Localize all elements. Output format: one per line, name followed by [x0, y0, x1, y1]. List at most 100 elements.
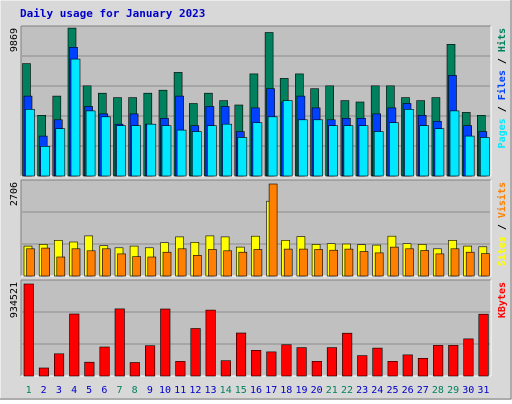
- bar-pages-day-23: [358, 125, 369, 177]
- bar-kbytes-day-6: [99, 346, 110, 377]
- x-tick-label-day-15: 15: [235, 385, 247, 396]
- bar-kbytes-day-9: [145, 345, 156, 377]
- bar-pages-day-9: [146, 123, 157, 177]
- bar-visits-day-23: [359, 251, 369, 277]
- bar-pages-day-30: [464, 135, 475, 177]
- middle-legend-visits: Visits: [496, 182, 508, 218]
- bar-visits-day-28: [435, 253, 445, 277]
- bar-visits-day-25: [390, 246, 399, 277]
- x-tick-label-day-10: 10: [159, 385, 171, 396]
- bottom-y-max-label: 934521: [9, 282, 20, 318]
- bar-visits-day-14: [223, 250, 232, 277]
- bar-pages-day-22: [343, 125, 354, 177]
- bar-pages-day-16: [252, 122, 263, 177]
- x-tick-label-day-6: 6: [101, 385, 107, 396]
- x-tick-label-day-19: 19: [295, 385, 307, 396]
- bar-visits-day-29: [450, 248, 460, 277]
- x-tick-label-day-3: 3: [56, 385, 62, 396]
- top-legend-pages: Pages: [497, 118, 508, 148]
- bar-kbytes-day-12: [190, 328, 201, 377]
- bar-pages-day-27: [419, 125, 430, 177]
- bar-pages-day-11: [176, 129, 187, 177]
- top-legend-files: Files: [496, 70, 508, 100]
- bar-kbytes-day-3: [53, 353, 65, 377]
- bar-visits-day-4: [71, 248, 81, 277]
- bar-kbytes-day-13: [205, 309, 216, 377]
- bar-kbytes-day-27: [417, 357, 429, 377]
- x-tick-label-day-26: 26: [402, 385, 414, 396]
- bar-pages-day-28: [434, 128, 445, 177]
- x-tick-label-day-24: 24: [371, 385, 383, 396]
- bar-kbytes-day-21: [326, 347, 338, 377]
- bar-visits-day-11: [177, 248, 187, 277]
- bar-visits-day-8: [132, 256, 141, 277]
- bar-kbytes-day-2: [38, 367, 50, 377]
- x-tick-label-day-18: 18: [280, 385, 292, 396]
- bar-visits-day-18: [283, 248, 293, 277]
- bar-pages-day-12: [192, 131, 202, 177]
- bar-pages-day-26: [404, 109, 414, 177]
- bar-visits-day-27: [420, 250, 430, 277]
- bar-kbytes-day-14: [220, 360, 231, 377]
- bar-kbytes-day-1: [23, 283, 34, 377]
- bar-kbytes-day-16: [251, 349, 262, 377]
- x-tick-label-day-8: 8: [132, 385, 138, 396]
- bar-visits-day-7: [117, 253, 126, 277]
- bar-visits-day-1: [26, 248, 35, 277]
- bar-visits-day-17: [268, 183, 278, 277]
- bar-kbytes-day-5: [84, 361, 95, 377]
- x-tick-label-day-1: 1: [26, 385, 32, 396]
- bar-pages-day-5: [85, 110, 96, 177]
- bar-kbytes-day-30: [463, 338, 474, 377]
- x-tick-label-day-23: 23: [356, 385, 368, 396]
- bar-visits-day-3: [56, 256, 66, 277]
- top-legend-hits: Hits: [496, 28, 508, 52]
- bar-pages-day-7: [116, 125, 126, 177]
- bar-kbytes-day-4: [69, 313, 80, 377]
- middle-y-max-label: 2706: [9, 182, 20, 206]
- bottom-legend: KBytes: [497, 282, 508, 318]
- x-tick-label-day-13: 13: [204, 385, 216, 396]
- bar-visits-day-2: [41, 247, 51, 277]
- bar-pages-day-6: [101, 116, 111, 177]
- x-tick-label-day-9: 9: [147, 385, 153, 396]
- top-y-max-label: 9869: [9, 28, 20, 52]
- bar-kbytes-day-11: [175, 361, 186, 377]
- bar-visits-day-5: [86, 250, 96, 277]
- x-tick-label-day-4: 4: [71, 385, 77, 396]
- bar-visits-day-19: [299, 248, 308, 277]
- x-tick-label-day-28: 28: [432, 385, 444, 396]
- panels: 9869 Pages / Files / Hits 2706 Sites / Visi…: [9, 25, 508, 377]
- bar-kbytes-day-8: [129, 362, 140, 377]
- bar-visits-day-20: [314, 249, 323, 277]
- x-tick-label-day-14: 14: [220, 385, 232, 396]
- bar-visits-day-24: [374, 252, 384, 277]
- x-tick-label-day-20: 20: [311, 385, 323, 396]
- x-tick-labels: 1 2 3 4 5 6 7 8 9 10 11 12 13 14 15 16 17 18 19 20 21 22 23 24 2…: [26, 385, 490, 396]
- bar-visits-day-9: [147, 256, 157, 277]
- bar-pages-day-31: [479, 137, 490, 177]
- bar-kbytes-day-29: [448, 345, 459, 377]
- bar-pages-day-24: [373, 131, 384, 177]
- bar-visits-day-15: [238, 251, 248, 277]
- bar-pages-day-14: [222, 123, 232, 177]
- bar-visits-day-26: [405, 248, 414, 277]
- bar-kbytes-day-31: [478, 313, 489, 377]
- bar-kbytes-day-18: [281, 344, 292, 377]
- x-tick-label-day-27: 27: [417, 385, 429, 396]
- bar-pages-day-20: [313, 119, 323, 177]
- bar-pages-day-29: [449, 110, 460, 177]
- middle-legend: Sites / Visits: [496, 182, 508, 266]
- bar-pages-day-1: [25, 109, 35, 177]
- x-tick-label-day-30: 30: [462, 385, 474, 396]
- top-legend-separator: /: [497, 52, 508, 70]
- bar-kbytes-day-7: [114, 308, 125, 377]
- middle-legend-separator: /: [497, 218, 508, 236]
- bar-pages-day-2: [40, 146, 51, 177]
- bar-pages-day-8: [131, 125, 141, 177]
- bar-kbytes-day-17: [266, 351, 277, 377]
- bar-kbytes-day-19: [296, 347, 307, 377]
- bar-pages-day-10: [161, 125, 172, 177]
- x-tick-label-day-16: 16: [250, 385, 262, 396]
